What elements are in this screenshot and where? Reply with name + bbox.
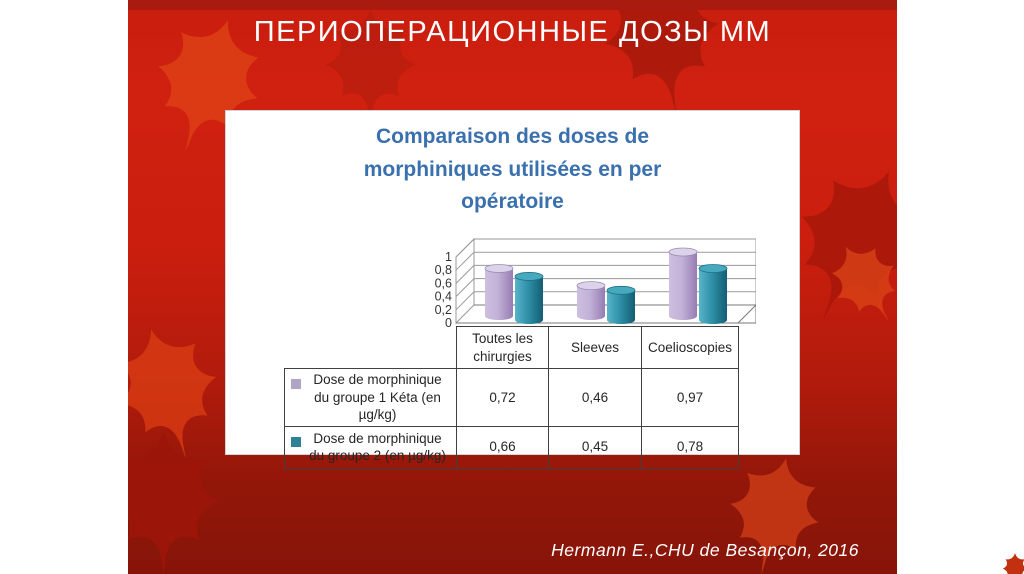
series1-legend-swatch-icon xyxy=(291,379,301,389)
value-cell: 0,45 xyxy=(548,425,642,469)
series2-legend-label: Dose de morphinique du groupe 2 (en µg/k… xyxy=(309,430,446,464)
value-cell: 0,72 xyxy=(456,368,549,427)
value-cell: 0,97 xyxy=(640,368,740,427)
category-header: Toutes les chirurgies xyxy=(456,326,549,369)
svg-text:0,2: 0,2 xyxy=(435,303,452,317)
chart-title: Comparaison des doses de morphiniques ut… xyxy=(363,125,662,214)
svg-text:1: 1 xyxy=(445,250,452,264)
cylinder-s1-coelioscopies xyxy=(668,247,698,320)
chart-data-table: Toutes les chirurgies Sleeves Coelioscop… xyxy=(284,326,740,469)
category-header: Sleeves xyxy=(548,326,642,369)
cylinder-s2-coelioscopies xyxy=(698,264,728,324)
slide-title: ПЕРИОПЕРАЦИОННЫЕ ДОЗЫ ММ xyxy=(253,16,772,48)
svg-text:0,8: 0,8 xyxy=(435,263,452,277)
value-cell: 0,46 xyxy=(548,368,642,427)
value-cell: 0,66 xyxy=(456,425,549,469)
series-row: Dose de morphinique du groupe 1 Kéta (en… xyxy=(284,368,740,427)
plot-frame-and-gridlines xyxy=(455,237,756,325)
series1-legend-label: Dose de morphinique du groupe 1 Kéta (en… xyxy=(313,372,442,423)
citation: Hermann E.,CHU de Besançon, 2016 xyxy=(551,540,859,560)
chart-panel: Comparaison des doses de morphiniques ut… xyxy=(225,110,800,469)
cylinder-bars xyxy=(484,247,728,324)
legend-cell: Dose de morphinique du groupe 2 (en µg/k… xyxy=(284,425,457,469)
cylinder-s1-toutes-les-chirurgies xyxy=(484,264,514,320)
corner-leaf-decoration xyxy=(1002,553,1024,574)
legend-cell: Dose de morphinique du groupe 1 Kéta (en… xyxy=(284,368,457,427)
category-header: Coelioscopies xyxy=(640,326,740,369)
svg-text:0,4: 0,4 xyxy=(435,290,452,304)
slide: ПЕРИОПЕРАЦИОННЫЕ ДОЗЫ ММ Comparaison des… xyxy=(128,0,897,574)
svg-text:0: 0 xyxy=(445,316,452,328)
cylinder-s2-toutes-les-chirurgies xyxy=(514,272,544,324)
cylinder-s2-sleeves xyxy=(606,285,636,324)
empty-corner-cell xyxy=(285,327,457,369)
series-row: Dose de morphinique du groupe 2 (en µg/k… xyxy=(284,425,740,469)
value-cell: 0,78 xyxy=(640,425,740,469)
cylinder-s1-sleeves xyxy=(576,281,606,320)
series2-legend-swatch-icon xyxy=(291,436,301,447)
slide-top-band xyxy=(128,0,897,10)
category-header-row: Toutes les chirurgies Sleeves Coelioscop… xyxy=(285,326,740,369)
svg-text:0,6: 0,6 xyxy=(435,276,452,290)
3d-bar-chart-plot: 10,80,60,40,20 xyxy=(435,237,756,328)
y-axis-tick-labels: 10,80,60,40,20 xyxy=(435,250,452,328)
